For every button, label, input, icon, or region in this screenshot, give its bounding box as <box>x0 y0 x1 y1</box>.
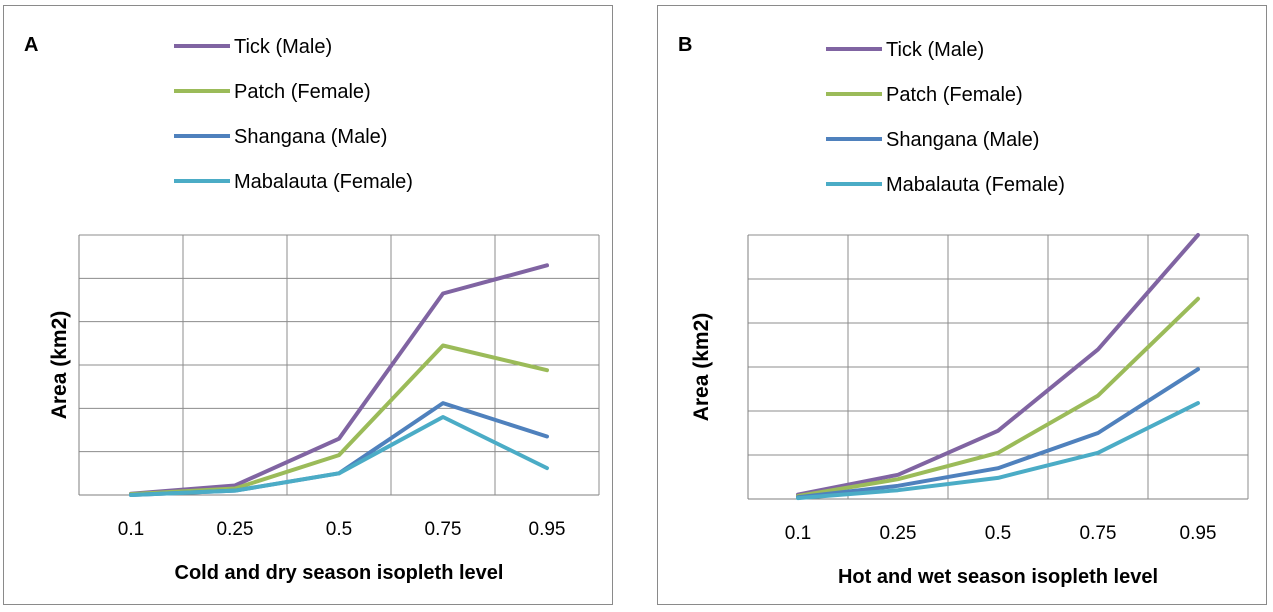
x-tick-label: 0.75 <box>1080 523 1117 544</box>
x-tick-label: 0.5 <box>985 523 1011 544</box>
x-tick-label: 0.1 <box>785 523 811 544</box>
series-line-4 <box>796 401 1200 501</box>
legend-label: Patch (Female) <box>886 84 1023 106</box>
chart-panel-b: B 0.1 0.25 0.5 0.75 0.95 Hot and wet season is… <box>657 5 1267 605</box>
y-axis-title: Area (km2) <box>48 311 71 420</box>
x-tick-label: 0.1 <box>118 519 144 540</box>
series-line-1 <box>796 233 1200 497</box>
chart-a-svg: A 0.1 0.25 0.5 0.75 0.95 Cold and dry season i… <box>24 34 600 584</box>
x-axis-title: Hot and wet season isopleth level <box>838 566 1158 588</box>
series-line-4 <box>129 415 549 497</box>
x-axis-title: Cold and dry season isopleth level <box>175 562 504 584</box>
x-tick-label: 0.25 <box>217 519 254 540</box>
y-axis-title: Area (km2) <box>690 313 713 422</box>
legend-label: Shangana (Male) <box>234 126 387 148</box>
legend-label: Tick (Male) <box>886 39 984 61</box>
x-tick-label: 0.5 <box>326 519 352 540</box>
x-tick-label: 0.95 <box>1180 523 1217 544</box>
series-line-3 <box>796 367 1200 500</box>
chart-b-svg: B 0.1 0.25 0.5 0.75 0.95 Hot and wet season is… <box>678 34 1249 588</box>
series-line-3 <box>129 401 549 497</box>
legend-label: Tick (Male) <box>234 36 332 58</box>
x-tick-label: 0.95 <box>529 519 566 540</box>
panel-label: B <box>678 34 692 56</box>
x-tick-label: 0.75 <box>425 519 462 540</box>
series-line-1 <box>129 263 549 496</box>
legend-label: Mabalauta (Female) <box>886 174 1065 196</box>
legend-label: Mabalauta (Female) <box>234 171 413 193</box>
series-line-2 <box>796 296 1200 498</box>
chart-panel-a: A 0.1 0.25 0.5 0.75 0.95 Cold and dry season i… <box>3 5 613 605</box>
x-tick-label: 0.25 <box>880 523 917 544</box>
legend-label: Patch (Female) <box>234 81 371 103</box>
legend-label: Shangana (Male) <box>886 129 1039 151</box>
panel-label: A <box>24 34 38 56</box>
